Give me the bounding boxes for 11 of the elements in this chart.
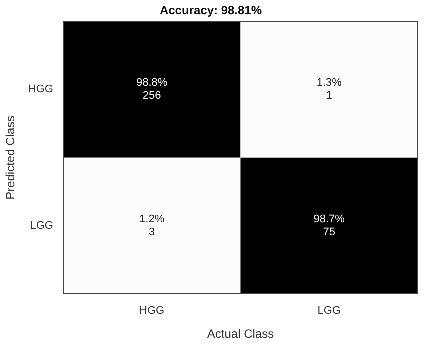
annotation: 75 [323, 226, 336, 239]
annotation: 3 [149, 226, 156, 239]
data-label: 98.8% [136, 77, 168, 90]
chart-title: Accuracy: 98.81% [160, 4, 262, 18]
data-label: 1.2% [140, 214, 165, 226]
annotation: 1 [326, 90, 332, 102]
annotation: 256 [142, 90, 162, 102]
x-axis-title: Actual Class [207, 327, 274, 342]
data-label: 98.7% [314, 214, 346, 226]
y-axis-title: Predicted Class [4, 116, 18, 200]
data-label: 1.3% [316, 77, 342, 90]
